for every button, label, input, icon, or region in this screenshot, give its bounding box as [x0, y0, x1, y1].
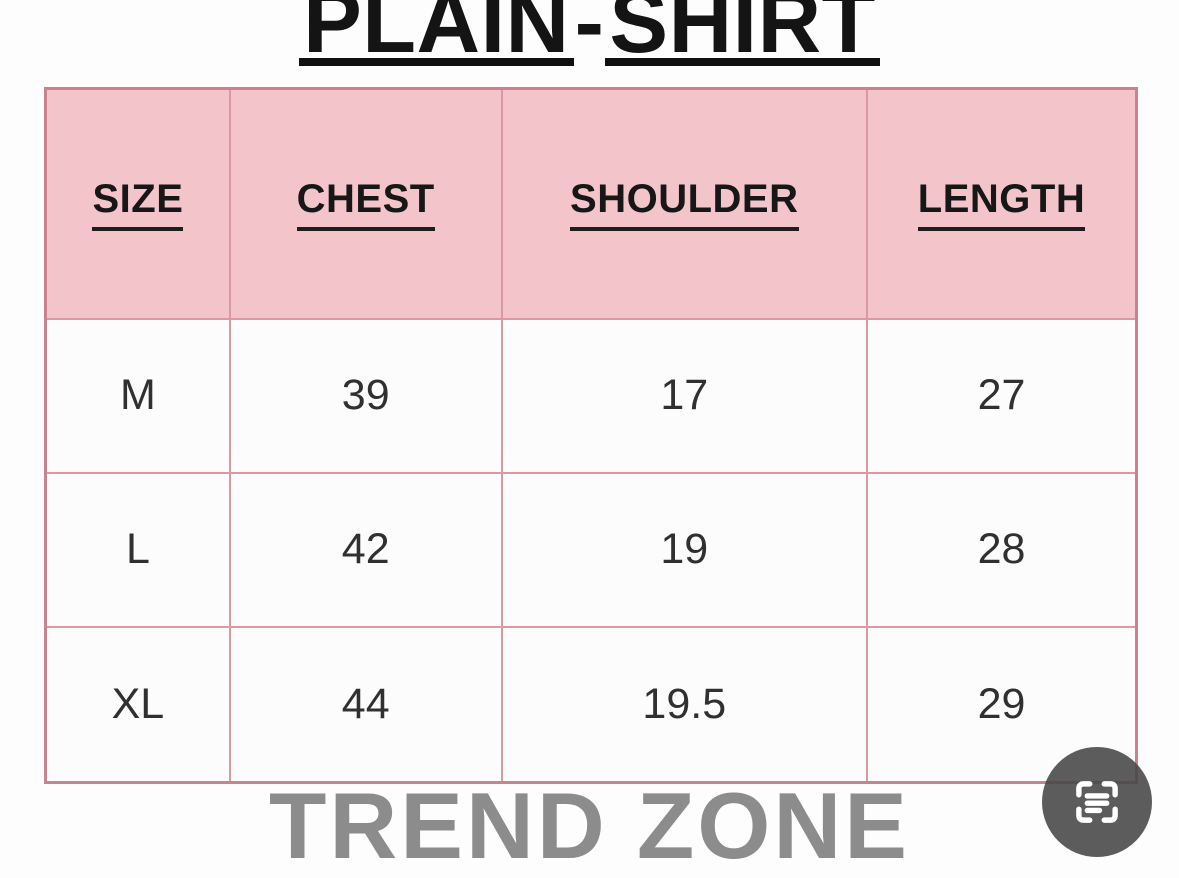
- cell-l-shoulder: 19: [500, 471, 869, 628]
- column-header-size: SIZE: [44, 87, 231, 320]
- size-chart-table: SIZE CHEST SHOULDER LENGTH M 39 17 27 L …: [44, 87, 1138, 784]
- scan-text-button[interactable]: [1042, 747, 1152, 857]
- cell-l-size: L: [44, 471, 231, 628]
- column-header-size-label: SIZE: [92, 177, 184, 231]
- cell-m-size: M: [44, 317, 231, 474]
- cell-l-length: 28: [866, 471, 1138, 628]
- page-title-separator: -: [574, 0, 605, 71]
- cell-m-chest: 39: [228, 317, 503, 474]
- column-header-length-label: LENGTH: [917, 177, 1086, 231]
- table-header-row: SIZE CHEST SHOULDER LENGTH: [44, 87, 1138, 320]
- page-title-word-shirt: SHIRT: [605, 0, 880, 66]
- column-header-chest: CHEST: [228, 87, 503, 320]
- scan-text-icon: [1076, 781, 1118, 823]
- page-title: PLAIN-SHIRT: [0, 0, 1179, 66]
- table-row-m: M 39 17 27: [44, 317, 1138, 474]
- table-row-l: L 42 19 28: [44, 471, 1138, 628]
- column-header-length: LENGTH: [866, 87, 1138, 320]
- column-header-shoulder-label: SHOULDER: [570, 177, 799, 231]
- cell-l-chest: 42: [228, 471, 503, 628]
- cell-xl-length: 29: [866, 625, 1138, 784]
- table-row-xl: XL 44 19.5 29: [44, 625, 1138, 784]
- column-header-chest-label: CHEST: [296, 177, 435, 231]
- cell-m-length: 27: [866, 317, 1138, 474]
- cell-xl-shoulder: 19.5: [500, 625, 869, 784]
- cell-xl-chest: 44: [228, 625, 503, 784]
- cell-xl-size: XL: [44, 625, 231, 784]
- column-header-shoulder: SHOULDER: [500, 87, 869, 320]
- brand-text: TREND ZONE: [269, 773, 910, 878]
- cell-m-shoulder: 17: [500, 317, 869, 474]
- page-title-word-plain: PLAIN: [299, 0, 574, 66]
